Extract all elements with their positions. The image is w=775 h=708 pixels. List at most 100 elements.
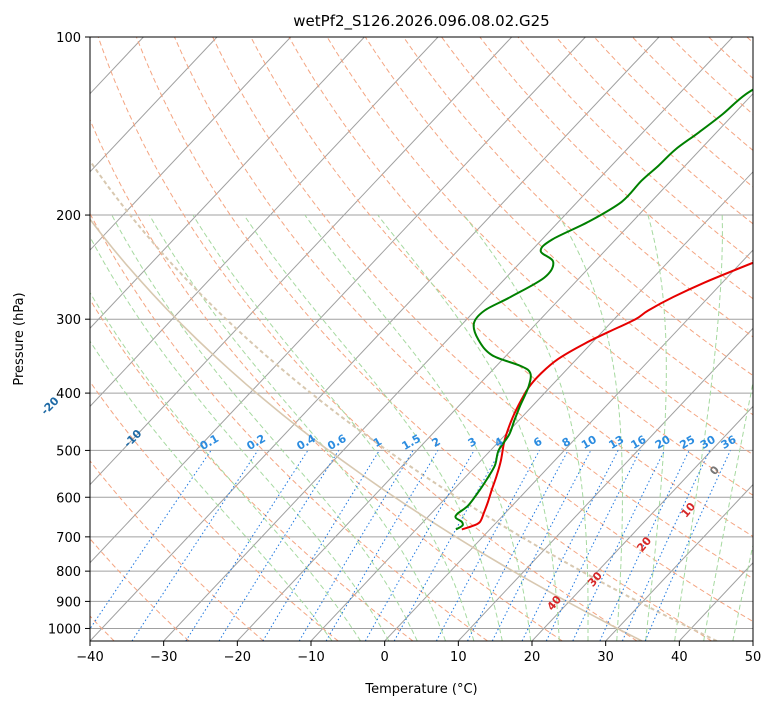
mixing-ratio-line: [491, 450, 592, 641]
dry-adiabat-line: [174, 37, 753, 623]
dry-adiabat-line: [90, 118, 563, 641]
plot-frame: [89, 36, 754, 642]
moist-adiabat-line: [90, 235, 390, 641]
moist-adiabat-line: [558, 214, 623, 641]
isotherm-line: [90, 37, 292, 251]
chart-title: wetPf2_S126.2026.096.08.02.G25: [293, 12, 549, 31]
dewpoint-profile-line: [454, 88, 753, 531]
mixing-ratio-line: [90, 450, 212, 630]
y-tick-label: 1000: [48, 622, 81, 637]
x-tick-label: 0: [381, 650, 389, 665]
mixing-ratio-line: [545, 450, 641, 641]
isotherm-line: [236, 92, 753, 641]
isotherm-line: [752, 640, 753, 641]
isotherm-line: [90, 37, 660, 641]
y-tick-label: 400: [56, 387, 81, 402]
dry-adiabat-line: [288, 37, 753, 496]
moist-adiabat-line: [463, 214, 589, 641]
dry-adiabat-line: [90, 460, 264, 641]
moist-adiabat-label: 30: [585, 569, 605, 589]
dry-adiabat-line: [593, 37, 753, 188]
temperature-profile-line: [461, 261, 753, 531]
isotherm-line: [90, 37, 439, 408]
mixing-ratio-label: 10: [579, 433, 599, 452]
x-tick-label: 10: [450, 650, 467, 665]
y-tick-label: 800: [56, 565, 81, 580]
wedge-curve-line: [90, 218, 643, 641]
mixing-ratio-label: 3: [466, 435, 479, 450]
mixing-ratio-label: 30: [698, 433, 718, 452]
y-tick-label: 900: [56, 595, 81, 610]
isotherm-line: [531, 405, 753, 641]
moist-adiabat-line: [377, 214, 560, 641]
mixing-ratio-line: [572, 450, 665, 641]
x-tick-label: 20: [524, 650, 541, 665]
y-axis-label: Pressure (hPa): [12, 292, 27, 385]
dry-adiabat-line: [135, 37, 712, 641]
moist-adiabat-line: [645, 214, 667, 641]
mixing-ratio-label: 6: [531, 435, 544, 450]
mixing-ratio-label: 0.1: [198, 432, 221, 453]
dry-adiabat-line: [708, 37, 753, 80]
dry-adiabat-line: [517, 37, 753, 262]
dry-adiabat-line: [555, 37, 753, 225]
mixing-ratio-label: 0.4: [294, 432, 318, 453]
moist-adiabat-line: [243, 214, 503, 641]
mixing-ratio-label: 2: [430, 435, 443, 450]
isotherm-line: [90, 37, 586, 564]
dry-adiabat-line: [403, 37, 753, 377]
y-tick-label: 600: [56, 491, 81, 506]
line-labels: 0.10.20.40.611.52346810131620253036-100-…: [38, 394, 739, 613]
dry-adiabat-line: [441, 37, 753, 338]
mixing-ratio-label: 1.5: [400, 432, 423, 453]
mixing-ratio-line: [393, 450, 502, 641]
isotherm-line: [605, 483, 753, 641]
dry-adiabat-line: [364, 37, 753, 416]
moist-adiabat-line: [148, 214, 447, 641]
mixing-ratio-line: [262, 450, 380, 641]
mixing-ratio-line: [599, 450, 690, 641]
mixing-ratio-label: 36: [719, 433, 739, 452]
isotherm-line: [90, 37, 365, 329]
isotherm-line: [163, 37, 734, 641]
x-tick-label: 40: [671, 650, 688, 665]
mixing-ratio-line: [364, 450, 475, 641]
mixing-ratio-label: 13: [607, 433, 627, 452]
axes: −40 −30 −20 −10 0 10 20 30 40 5010020030040050060…: [48, 31, 761, 665]
dry-adiabat-line: [632, 37, 753, 152]
dry-adiabat-line: [479, 37, 753, 300]
x-tick-label: −30: [150, 650, 177, 665]
isotherm-line: [384, 249, 753, 641]
y-tick-label: 300: [56, 313, 81, 328]
dry-adiabat-line: [90, 538, 190, 641]
moist-adiabat-label: 0: [707, 463, 722, 477]
moist-adiabat-line: [90, 291, 362, 641]
mixing-ratio-line: [185, 450, 309, 641]
dry-adiabat-line: [90, 212, 488, 641]
x-tick-label: 50: [745, 650, 762, 665]
isotherm-line: [90, 37, 513, 486]
moist-adiabat-line: [111, 214, 418, 641]
isotherm-line: [678, 562, 753, 641]
dry-adiabat-line: [250, 37, 753, 538]
mixing-ratio-line: [218, 450, 340, 641]
moist-adiabat-line: [304, 214, 532, 641]
dry-adiabat-line: [746, 37, 753, 44]
x-tick-label: 30: [597, 650, 614, 665]
isotherm-line: [0, 37, 70, 641]
y-tick-label: 700: [56, 531, 81, 546]
x-tick-label: −20: [224, 650, 251, 665]
moist-adiabat-line: [674, 214, 723, 641]
background-lines: [0, 37, 753, 641]
mixing-ratio-label: 20: [653, 433, 673, 452]
dry-adiabat-line: [97, 37, 638, 641]
mixing-ratio-line: [621, 450, 711, 641]
isotherm-line: [457, 327, 753, 641]
dry-adiabat-line: [670, 37, 753, 115]
mixing-ratio-label: 25: [678, 433, 698, 452]
mixing-ratio-line: [325, 450, 439, 641]
y-tick-label: 500: [56, 444, 81, 459]
moist-adiabat-line: [90, 340, 333, 641]
dry-adiabat-line: [90, 298, 414, 641]
